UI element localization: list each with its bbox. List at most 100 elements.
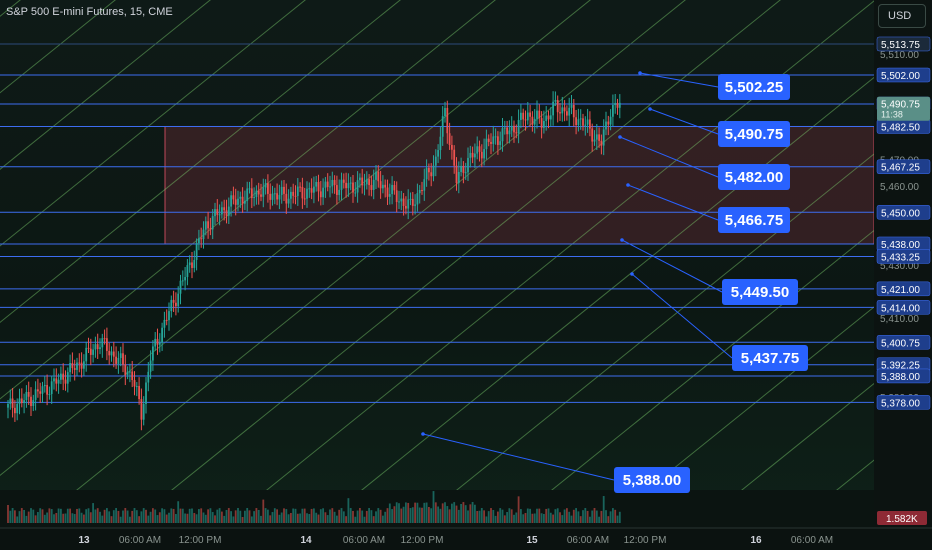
candle-body[interactable] [211,216,214,230]
volume-bar[interactable] [140,511,143,523]
candle-body[interactable] [290,191,292,199]
candle-body[interactable] [11,398,14,408]
candle-body[interactable] [347,183,350,189]
volume-bar[interactable] [158,512,161,523]
volume-bar[interactable] [223,515,226,523]
volume-bar[interactable] [53,514,55,523]
candle-body[interactable] [145,382,147,404]
price-level-tag[interactable] [876,36,931,52]
candle-body[interactable] [306,188,308,199]
volume-bar[interactable] [552,514,554,523]
volume-bar[interactable] [497,511,499,523]
candle-body[interactable] [563,107,566,112]
volume-bar[interactable] [80,512,83,523]
candle-body[interactable] [221,207,223,215]
volume-bar[interactable] [269,515,272,523]
volume-bar[interactable] [559,512,561,523]
volume-bar[interactable] [402,506,405,523]
volume-bar[interactable] [62,513,65,523]
volume-bar[interactable] [117,510,120,523]
volume-bar[interactable] [363,516,366,523]
callout-anchor[interactable] [421,432,425,436]
price-level-tag[interactable] [876,300,931,315]
volume-bar[interactable] [41,509,44,523]
candle-body[interactable] [106,338,108,351]
volume-bar[interactable] [283,508,285,523]
price-level-tag[interactable] [876,159,931,174]
volume-bar[interactable] [411,507,414,523]
callout-leader[interactable] [627,184,719,221]
candle-body[interactable] [60,373,62,380]
candle-body[interactable] [46,385,48,395]
candle-body[interactable] [55,378,58,384]
volume-bar[interactable] [469,504,472,523]
volume-bar[interactable] [609,511,612,523]
volume-bar[interactable] [522,514,525,523]
candle-body[interactable] [407,199,410,209]
candle-body[interactable] [92,349,94,355]
candle-body[interactable] [41,386,44,394]
volume-bar[interactable] [39,508,42,523]
volume-bar[interactable] [227,508,230,523]
volume-bar[interactable] [253,511,255,523]
candle-body[interactable] [405,205,407,209]
currency-button[interactable]: USD [878,4,926,28]
volume-bar[interactable] [244,510,246,523]
candle-body[interactable] [317,181,320,192]
volume-bar[interactable] [395,502,398,523]
volume-bar[interactable] [398,503,400,523]
candle-body[interactable] [131,371,134,381]
candle-body[interactable] [216,209,219,215]
candle-body[interactable] [209,228,212,230]
candle-body[interactable] [609,116,612,125]
channel-line[interactable] [0,0,235,550]
volume-bar[interactable] [60,508,62,523]
volume-bar[interactable] [186,513,189,523]
candle-body[interactable] [487,138,490,142]
candle-body[interactable] [161,327,163,343]
candle-body[interactable] [490,141,492,144]
callout-anchor[interactable] [626,183,630,187]
volume-bar[interactable] [460,503,462,523]
volume-bar[interactable] [133,508,136,523]
candle-body[interactable] [18,398,21,404]
volume-bar[interactable] [163,509,166,523]
candle-body[interactable] [441,116,444,137]
candle-body[interactable] [177,293,180,307]
volume-bar[interactable] [476,510,479,523]
candle-body[interactable] [411,198,414,206]
price-level-tag[interactable] [876,335,931,350]
candle-body[interactable] [147,371,150,383]
candle-body[interactable] [607,121,610,125]
candle-body[interactable] [310,188,313,193]
candle-body[interactable] [529,112,531,117]
volume-bar[interactable] [276,509,278,523]
candle-body[interactable] [501,128,504,142]
candle-body[interactable] [152,346,154,361]
candle-body[interactable] [202,229,205,240]
volume-bar[interactable] [545,508,548,523]
candle-body[interactable] [124,364,127,375]
candle-body[interactable] [184,277,186,281]
candle-body[interactable] [89,348,92,355]
volume-bar[interactable] [492,509,495,523]
candle-body[interactable] [322,187,324,198]
volume-bar[interactable] [464,505,467,523]
volume-bar[interactable] [296,513,299,523]
candle-body[interactable] [421,190,423,192]
candle-body[interactable] [64,379,67,384]
volume-bar[interactable] [474,504,476,523]
candle-body[interactable] [179,280,182,294]
candle-body[interactable] [423,179,426,191]
candle-body[interactable] [577,119,580,126]
candle-body[interactable] [165,319,168,321]
volume-bar[interactable] [103,509,106,523]
candle-body[interactable] [618,102,621,108]
volume-bar[interactable] [64,513,67,523]
volume-bar[interactable] [83,514,85,523]
candle-body[interactable] [292,191,295,196]
volume-bar[interactable] [172,508,175,523]
candle-body[interactable] [223,207,226,211]
candle-body[interactable] [253,197,255,199]
